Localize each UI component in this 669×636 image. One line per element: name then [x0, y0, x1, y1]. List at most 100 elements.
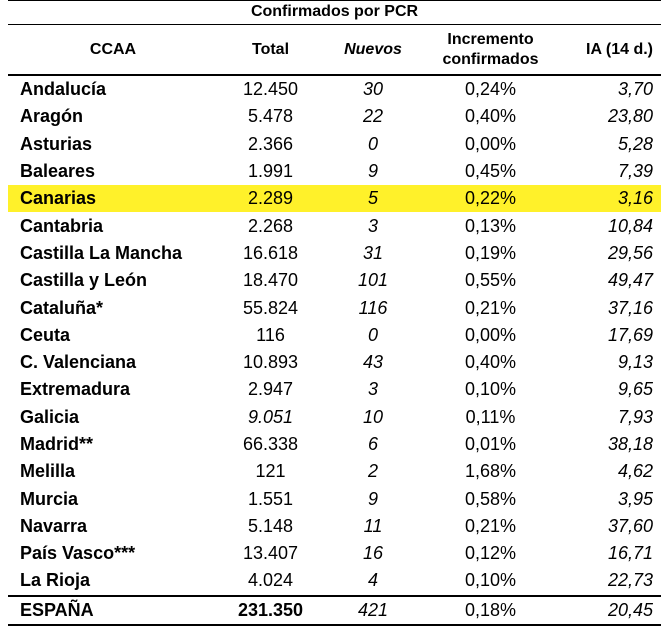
- cell-incremento: 0,11%: [465, 406, 516, 427]
- cell-ia: 3,95: [617, 488, 653, 509]
- table-row: Asturias 2.366 0 0,00% 5,28: [8, 131, 661, 158]
- cell-nuevos: 3: [367, 215, 378, 236]
- cell-incremento: 0,00%: [464, 324, 517, 345]
- cell-ccaa: Castilla La Mancha: [20, 242, 183, 263]
- total-row: ESPAÑA 231.350 421 0,18% 20,45: [8, 594, 661, 626]
- table-row: Castilla y León 18.470 101 0,55% 49,47: [8, 267, 661, 294]
- cell-nuevos: 30: [362, 79, 384, 100]
- table-row: La Rioja 4.024 4 0,10% 22,73: [8, 567, 661, 595]
- table-row: Navarra 5.148 11 0,21% 37,60: [8, 513, 661, 540]
- cell-ia: 10,84: [607, 215, 653, 236]
- cell-incremento: 0,10%: [464, 379, 517, 400]
- cell-ccaa: Murcia: [20, 488, 79, 509]
- cell-nuevos: 116: [358, 297, 388, 318]
- cell-nuevos: 4: [367, 570, 378, 591]
- cell-total: 55.824: [242, 297, 299, 318]
- table-row: Andalucía 12.450 30 0,24% 3,70: [8, 75, 661, 103]
- cell-incremento: 0,01%: [464, 434, 517, 454]
- cell-ia: 49,47: [607, 270, 653, 291]
- cell-nuevos: 5: [323, 185, 423, 213]
- cell-ia: 23,80: [607, 106, 653, 127]
- cell-incremento: 0,22%: [423, 185, 558, 213]
- total-nuevos: 421: [323, 594, 423, 626]
- cell-ia: 4,62: [617, 461, 653, 482]
- cell-nuevos: 3: [367, 379, 378, 400]
- header-incremento-line1: Incremento: [447, 30, 534, 48]
- header-ia: IA (14 d.): [558, 25, 661, 76]
- header-incremento: Incremento confirmados: [423, 25, 558, 76]
- cell-total: 9.051: [247, 406, 294, 427]
- cell-ccaa: Ceuta: [20, 324, 71, 345]
- table-row: Melilla 121 2 1,68% 4,62: [8, 458, 661, 485]
- cell-incremento: 0,10%: [464, 570, 517, 591]
- cell-total: 16.618: [242, 242, 299, 263]
- cell-incremento: 0,55%: [464, 270, 517, 291]
- cell-incremento: 0,40%: [464, 106, 517, 127]
- cell-incremento: 0,12%: [464, 543, 517, 564]
- cell-incremento: 0,21%: [464, 515, 517, 536]
- table-row: Extremadura 2.947 3 0,10% 9,65: [8, 376, 661, 403]
- cell-total: 66.338: [242, 434, 299, 454]
- cell-incremento: 0,13%: [464, 215, 517, 236]
- cell-ia: 29,56: [607, 242, 653, 263]
- cell-ia: 22,73: [607, 570, 653, 591]
- cell-total: 1.991: [247, 161, 294, 182]
- cell-ia: 3,70: [617, 79, 653, 100]
- cell-total: 2.268: [247, 215, 294, 236]
- cell-total: 121: [255, 461, 286, 482]
- total-total: 231.350: [218, 594, 323, 626]
- table-row: Aragón 5.478 22 0,40% 23,80: [8, 103, 661, 130]
- cell-ccaa: Andalucía: [20, 79, 107, 100]
- cell-nuevos: 9: [367, 161, 378, 182]
- cell-ccaa: Asturias: [20, 133, 93, 154]
- cell-nuevos: 11: [363, 515, 383, 536]
- cell-total: 13.407: [242, 543, 299, 564]
- cell-nuevos: 2: [367, 461, 378, 482]
- cell-total: 2.289: [218, 185, 323, 213]
- cell-total: 5.478: [247, 106, 294, 127]
- cell-ccaa: C. Valenciana: [20, 352, 137, 373]
- header-ccaa: CCAA: [8, 25, 218, 76]
- table-row: Madrid** 66.338 6 0,01% 38,18: [8, 431, 661, 458]
- cell-ia: 37,60: [607, 515, 653, 536]
- cell-nuevos: 6: [367, 434, 378, 454]
- cell-ia: 38,18: [607, 434, 653, 454]
- table-row: C. Valenciana 10.893 43 0,40% 9,13: [8, 349, 661, 376]
- cell-ccaa: Aragón: [20, 106, 83, 127]
- table-row: País Vasco*** 13.407 16 0,12% 16,71: [8, 540, 661, 567]
- cell-ccaa: Extremadura: [20, 379, 131, 400]
- cell-ia: 9,65: [617, 379, 653, 400]
- cell-ccaa: Cataluña*: [20, 297, 104, 318]
- cell-nuevos: 0: [367, 133, 378, 154]
- cell-ccaa: La Rioja: [20, 570, 91, 591]
- cell-incremento: 0,24%: [464, 79, 517, 100]
- cell-total: 4.024: [247, 570, 294, 591]
- cell-incremento: 0,58%: [464, 488, 517, 509]
- cell-total: 1.551: [247, 488, 294, 509]
- table-row: Canarias 2.289 5 0,22% 3,16: [8, 185, 661, 213]
- cell-total: 2.366: [247, 133, 294, 154]
- cell-ia: 17,69: [607, 324, 653, 345]
- cell-incremento: 0,19%: [464, 242, 517, 263]
- title-border: [8, 24, 661, 25]
- cell-ccaa: Cantabria: [20, 215, 104, 236]
- cell-nuevos: 43: [362, 352, 384, 373]
- ccaa-data-table: CCAA Total Nuevos Incremento confirmados…: [8, 25, 661, 626]
- cell-incremento: 1,68%: [464, 461, 517, 482]
- table-row: Ceuta 116 0 0,00% 17,69: [8, 322, 661, 349]
- cell-ccaa: Baleares: [20, 161, 96, 182]
- header-row: CCAA Total Nuevos Incremento confirmados…: [8, 25, 661, 76]
- top-border: [8, 0, 661, 1]
- table-row: Galicia 9.051 10 0,11% 7,93: [8, 404, 661, 431]
- table-row: Cantabria 2.268 3 0,13% 10,84: [8, 212, 661, 239]
- cell-incremento: 0,00%: [464, 133, 517, 154]
- table-body: Andalucía 12.450 30 0,24% 3,70 Aragón 5.478 22 0…: [8, 75, 661, 626]
- cell-ia: 7,93: [617, 406, 653, 427]
- table-super-title: Confirmados por PCR: [250, 3, 419, 20]
- cell-incremento: 0,40%: [464, 352, 517, 373]
- cell-ia: 16,71: [607, 543, 653, 564]
- table-row: Murcia 1.551 9 0,58% 3,95: [8, 485, 661, 512]
- total-incremento: 0,18%: [423, 594, 558, 626]
- table-row: Castilla La Mancha 16.618 31 0,19% 29,56: [8, 240, 661, 267]
